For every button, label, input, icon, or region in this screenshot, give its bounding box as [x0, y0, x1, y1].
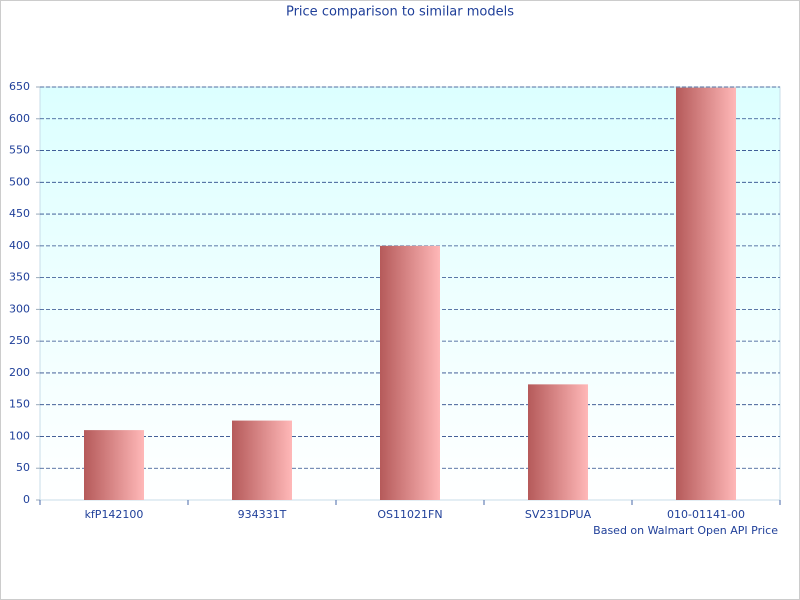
x-tick-label: kfP142100 — [85, 508, 144, 521]
y-tick-label: 650 — [9, 80, 30, 93]
y-tick-label: 200 — [9, 366, 30, 379]
y-tick-label: 350 — [9, 271, 30, 284]
bar — [676, 87, 736, 501]
y-tick-label: 0 — [23, 493, 30, 506]
bar — [232, 420, 292, 500]
chart-title: Price comparison to similar models — [286, 5, 514, 20]
y-tick-label: 250 — [9, 334, 30, 347]
bar — [528, 384, 588, 500]
y-tick-label: 600 — [9, 112, 30, 125]
y-tick-label: 50 — [16, 461, 30, 474]
x-tick-label: OS11021FN — [377, 508, 442, 521]
y-tick-label: 150 — [9, 398, 30, 411]
bar — [380, 245, 440, 500]
y-tick-label: 500 — [9, 175, 30, 188]
y-tick-label: 100 — [9, 429, 30, 442]
footnote: Based on Walmart Open API Price — [593, 524, 778, 537]
y-tick-label: 450 — [9, 207, 30, 220]
bar — [84, 430, 144, 500]
x-tick-label: SV231DPUA — [525, 508, 592, 521]
y-tick-label: 400 — [9, 239, 30, 252]
x-tick-label: 934331T — [238, 508, 287, 521]
x-tick-label: 010-01141-00 — [667, 508, 745, 521]
y-tick-label: 550 — [9, 144, 30, 157]
y-tick-label: 300 — [9, 302, 30, 315]
